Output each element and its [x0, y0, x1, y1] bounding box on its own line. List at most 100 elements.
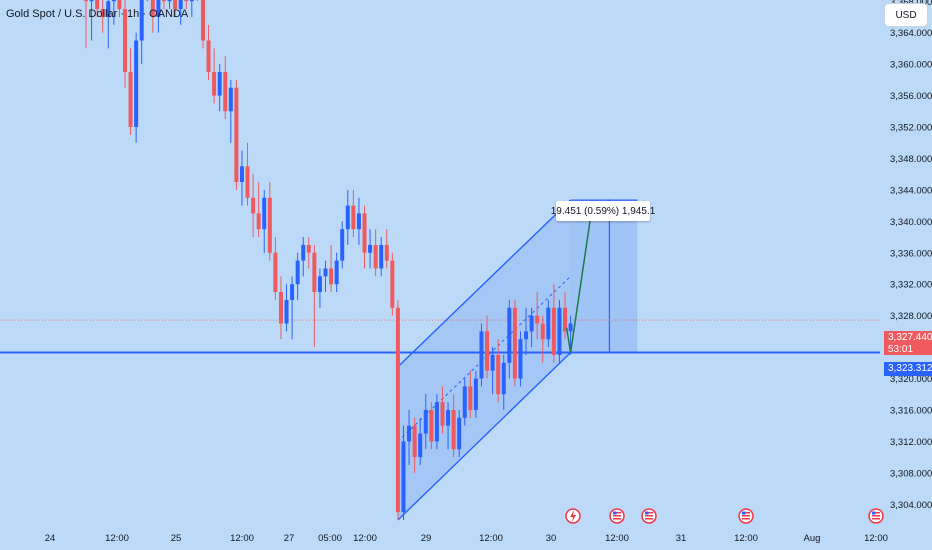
flag-stripe [742, 512, 750, 514]
flag-canton [872, 511, 876, 515]
flag-stripe [613, 518, 621, 520]
price-tick-label: 3,320.000 [890, 374, 932, 385]
flag-canton [742, 511, 746, 515]
candle-body [117, 0, 122, 10]
candle-body [223, 71, 228, 112]
candle-body [317, 276, 322, 293]
time-tick-label: 27 [284, 533, 295, 544]
candle-body [267, 197, 272, 253]
candle-body [306, 244, 311, 253]
candle-body [490, 354, 495, 371]
candle-body [111, 0, 116, 2]
candle-body [535, 315, 540, 324]
channel-upper-line [397, 199, 572, 368]
candle-body [462, 386, 467, 418]
candle-body [401, 441, 406, 513]
price-tick-label: 3,364.000 [890, 28, 932, 39]
candle-body [351, 205, 356, 230]
price-tick-label: 3,304.000 [890, 500, 932, 511]
candle-body [256, 213, 261, 230]
candle-body [407, 425, 412, 442]
candle-body [262, 197, 267, 230]
price-tick-label: 3,360.000 [890, 60, 932, 71]
lightning-icon [565, 508, 581, 524]
price-tick-label: 3,368.000 [890, 0, 932, 8]
candle-body [312, 252, 317, 293]
time-tick-label: 25 [171, 533, 182, 544]
candle-body [95, 0, 100, 10]
candle-body [323, 268, 328, 277]
flag-stripe [645, 515, 653, 517]
flag-stripe [872, 512, 880, 514]
candle-body [540, 323, 545, 340]
candle-body [184, 0, 189, 2]
candle-body [173, 0, 178, 10]
candle-body [167, 0, 172, 2]
candle-body [563, 307, 568, 332]
candle-body [345, 205, 350, 230]
candle-body [301, 244, 306, 261]
candle-body [384, 244, 389, 261]
projection-arrow-line [565, 201, 594, 353]
channel-lower-line [397, 352, 572, 521]
candle-body [512, 307, 517, 379]
candle-body [212, 71, 217, 96]
candle-body [362, 213, 367, 253]
price-tick-label: 3,328.000 [890, 311, 932, 322]
candle-body [501, 362, 506, 395]
candle-body [390, 260, 395, 308]
us-flag-icon [641, 508, 657, 524]
candle-body [429, 409, 434, 442]
price-tick-label: 3,356.000 [890, 91, 932, 102]
candle-body [84, 0, 88, 2]
candle-body [234, 87, 239, 183]
candle-body [251, 197, 256, 214]
lightning-glyph [570, 510, 576, 522]
candle-body [206, 40, 211, 72]
price-tick-label: 3,340.000 [890, 217, 932, 228]
candle-body [284, 299, 289, 324]
us-flag-icon [738, 508, 754, 524]
price-tick-label: 3,312.000 [890, 437, 932, 448]
candle-body [395, 307, 400, 513]
candle-body [434, 402, 439, 442]
flag-stripe [613, 515, 621, 517]
time-tick-label: 12:00 [864, 533, 888, 544]
candle-body [446, 409, 451, 426]
flag-stripe [742, 515, 750, 517]
flag-stripe [645, 518, 653, 520]
currency-button[interactable]: USD [885, 4, 927, 26]
time-tick-label: 29 [421, 533, 432, 544]
candle-body [440, 402, 445, 426]
candle-body [373, 244, 378, 269]
chart-title: Gold Spot / U.S. Dollar · 1h · OANDA [6, 8, 189, 20]
candle-body [485, 331, 490, 371]
candle-body [134, 40, 139, 127]
candle-body [334, 260, 339, 285]
candle-body [290, 284, 295, 300]
time-tick-label: 30 [546, 533, 557, 544]
candle-body [189, 0, 194, 2]
measure-label: 19.451 (0.59%) 1,945.1 [551, 201, 655, 221]
last-price-value: 3,327.440 [888, 332, 932, 343]
price-tick-label: 3,316.000 [890, 405, 932, 416]
candle-body [557, 307, 562, 355]
candle-body [139, 0, 144, 41]
candle-body [200, 0, 205, 41]
candle-body [356, 213, 361, 230]
price-tick-label: 3,344.000 [890, 185, 932, 196]
candle-body [122, 9, 127, 72]
time-tick-label: 12:00 [353, 533, 377, 544]
time-tick-label: Aug [804, 533, 821, 544]
candle-body [156, 0, 161, 17]
flag-stripe [872, 518, 880, 520]
candle-body [100, 9, 105, 17]
candle-body [457, 417, 462, 450]
candle-body [329, 268, 334, 285]
candle-body [273, 252, 278, 293]
candle-body [496, 354, 501, 395]
time-tick-label: 12:00 [105, 533, 129, 544]
candle-body [546, 307, 551, 340]
candle-body [278, 292, 283, 324]
